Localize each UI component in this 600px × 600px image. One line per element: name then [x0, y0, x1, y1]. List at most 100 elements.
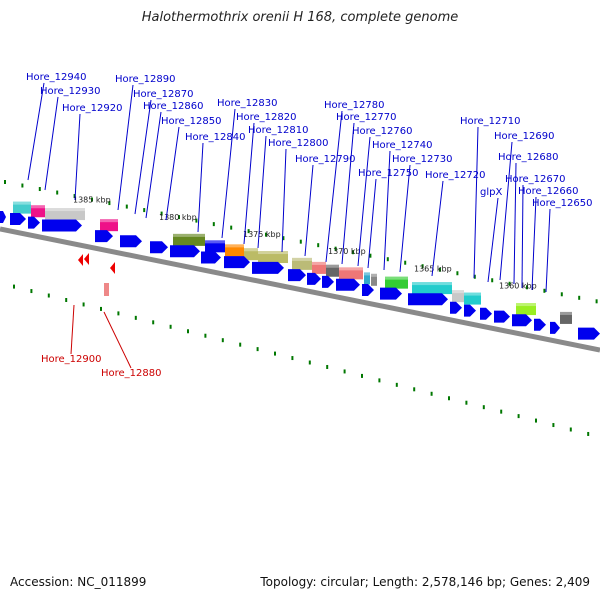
feature-highlight — [292, 257, 312, 261]
gene-label[interactable]: Hore_12920 — [62, 103, 123, 114]
gene-feature-block — [258, 251, 288, 264]
gene-label[interactable]: Hore_12760 — [352, 126, 413, 137]
feature-highlight — [371, 273, 377, 277]
gene-label[interactable]: Hore_12710 — [460, 116, 521, 127]
feature-highlight — [385, 276, 408, 280]
gene-label[interactable]: Hore_12810 — [248, 125, 309, 136]
gene-label[interactable]: Hore_12840 — [185, 132, 246, 143]
gene-feature-block — [371, 273, 377, 286]
gene-feature-block — [516, 303, 536, 316]
feature-highlight — [45, 208, 85, 212]
gene-label[interactable]: Hore_12940 — [26, 72, 87, 83]
label-leader-line — [44, 96, 59, 191]
gene-arrow-forward — [550, 321, 560, 334]
gene-label[interactable]: Hore_12690 — [494, 131, 555, 142]
gene-label[interactable]: Hore_12790 — [295, 154, 356, 165]
feature-highlight — [312, 261, 326, 265]
label-leader-line — [499, 141, 513, 281]
gene-arrow-forward — [494, 310, 510, 323]
gene-arrow-forward — [252, 261, 284, 274]
gene-arrow-forward — [450, 301, 462, 314]
label-leader-line — [367, 178, 377, 269]
label-leader-line — [27, 82, 45, 181]
gene-feature-block — [412, 282, 452, 295]
gene-label-reverse[interactable]: Hore_12900 — [41, 354, 102, 365]
label-leader-line — [399, 164, 411, 273]
ruler-label: 1385 kbp — [73, 196, 111, 205]
gene-label[interactable]: Hore_12930 — [40, 86, 101, 97]
gene-arrow-forward — [380, 287, 402, 300]
label-leader-line — [357, 136, 371, 267]
gene-arrow-reverse — [110, 262, 115, 274]
gene-label[interactable]: Hore_12650 — [532, 198, 593, 209]
feature-highlight — [173, 233, 205, 237]
feature-highlight — [244, 248, 258, 252]
gene-arrow-forward — [480, 307, 492, 320]
gene-label[interactable]: Hore_12820 — [236, 112, 297, 123]
gene-arrow-forward — [28, 216, 40, 229]
gene-label[interactable]: Hore_12780 — [324, 100, 385, 111]
gene-arrow-forward — [10, 213, 26, 226]
gene-label[interactable]: Hore_12860 — [143, 101, 204, 112]
gene-label[interactable]: Hore_12750 — [358, 168, 419, 179]
ruler-label: 1375 kbp — [243, 230, 281, 239]
gene-feature-block — [364, 272, 370, 285]
gene-label[interactable]: Hore_12830 — [217, 98, 278, 109]
gene-label[interactable]: Hore_12890 — [115, 74, 176, 85]
gene-feature-block — [45, 208, 85, 221]
feature-highlight — [225, 244, 244, 248]
gene-label[interactable]: Hore_12730 — [392, 154, 453, 165]
gene-label[interactable]: Hore_12740 — [372, 140, 433, 151]
gene-arrow-forward — [578, 327, 600, 340]
gene-label[interactable]: Hore_12770 — [336, 112, 397, 123]
gene-label[interactable]: Hore_12680 — [498, 152, 559, 163]
feature-highlight — [464, 292, 481, 296]
label-leader-line — [281, 148, 287, 253]
feature-highlight — [326, 264, 339, 268]
genome-backbone — [0, 226, 600, 353]
gene-label[interactable]: glpX — [480, 187, 502, 198]
feature-highlight — [31, 205, 45, 209]
gene-label[interactable]: Hore_12870 — [133, 89, 194, 100]
label-leader-line — [103, 311, 132, 369]
gene-label-reverse[interactable]: Hore_12880 — [101, 368, 162, 379]
gene-arrow-forward — [170, 245, 200, 258]
gene-feature-block — [13, 201, 31, 214]
label-leader-line — [221, 108, 236, 239]
accession-text: Accession: NC_011899 — [10, 575, 147, 589]
label-leader-line — [70, 304, 75, 355]
gene-feature-block — [560, 311, 572, 324]
gene-label[interactable]: Hore_12660 — [518, 186, 579, 197]
gene-arrow-forward — [322, 275, 334, 288]
gene-feature-block — [244, 248, 258, 261]
label-leader-line — [341, 122, 355, 265]
label-leader-line — [165, 126, 180, 221]
gene-arrow-forward — [201, 251, 221, 264]
gene-arrow-forward — [307, 272, 321, 285]
gene-arrow-forward — [0, 211, 6, 223]
feature-highlight — [13, 201, 31, 205]
label-leader-line — [197, 142, 204, 233]
gene-feature-block — [205, 240, 225, 253]
gene-feature-block — [385, 276, 408, 289]
ruler-label: 1380 kbp — [159, 213, 197, 222]
label-leader-line — [257, 135, 267, 249]
genome-title: Halothermothrix orenii H 168, complete g… — [141, 10, 459, 25]
gene-arrow-reverse — [78, 254, 83, 266]
feature-highlight — [516, 303, 536, 307]
gene-feature-block — [292, 257, 312, 270]
label-leader-line — [545, 208, 551, 293]
gene-label[interactable]: Hore_12670 — [505, 174, 566, 185]
gene-arrow-forward — [362, 284, 374, 297]
gene-feature-block — [452, 290, 464, 303]
gene-arrow-forward — [120, 235, 142, 248]
label-leader-line — [513, 162, 517, 285]
feature-highlight — [339, 267, 363, 271]
gene-label[interactable]: Hore_12720 — [425, 170, 486, 181]
gene-feature-block — [104, 283, 109, 296]
gene-label[interactable]: Hore_12850 — [161, 116, 222, 127]
label-leader-line — [473, 126, 479, 279]
label-leader-line — [134, 99, 152, 215]
gene-label[interactable]: Hore_12800 — [268, 138, 329, 149]
